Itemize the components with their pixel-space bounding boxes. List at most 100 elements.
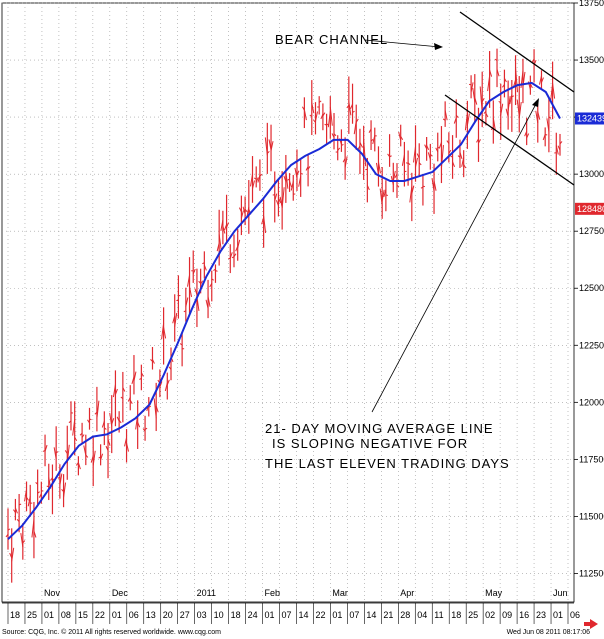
price-bar-open-tick [275,200,279,206]
price-bar-open-tick [16,519,20,523]
price-bar-open-tick [268,139,272,151]
price-bar-open-tick [502,84,505,88]
price-bar-close-tick [152,359,155,364]
price-bar-close-tick [100,453,104,460]
price-bar-open-tick [487,75,491,92]
y-tick-label: 122500 [579,340,604,350]
price-bar-open-tick [279,196,283,208]
price-bar-close-tick [44,444,48,452]
price-bar-open-tick [535,110,539,123]
price-bar-close-tick [303,109,307,121]
price-bar-open-tick [261,217,265,225]
x-tick-label: 06 [570,610,580,620]
price-bar-open-tick [161,323,165,340]
price-bar-close-tick [11,547,15,562]
price-bar-open-tick [505,108,509,118]
price-bar-close-tick [359,142,363,147]
price-bar-close-tick [444,110,448,121]
x-tick-label: 22 [95,610,105,620]
price-bar-open-tick [150,358,153,362]
price-bar-open-tick [94,411,98,415]
x-tick-label: 23 [536,610,546,620]
price-bar-close-tick [515,67,519,93]
price-bar-open-tick [401,154,405,166]
price-bar-close-tick [159,381,163,388]
price-bar-close-tick [548,116,552,119]
moving-average-arrow [371,101,538,413]
price-bar-open-tick [153,398,157,419]
price-bar-close-tick [381,189,385,201]
price-bar-open-tick [127,397,131,402]
price-bar-open-tick [383,189,387,197]
month-label: May [485,588,503,598]
bear-channel-arrow [364,39,441,48]
footer-source: Source: CQG, Inc. © 2011 All rights rese… [2,629,222,636]
price-bar-open-tick [461,157,465,167]
price-bar-close-tick [7,528,11,531]
bear-channel-lower-line [444,94,575,186]
price-bar-open-tick [524,131,528,137]
price-bar-open-tick [509,94,513,105]
price-bar-open-tick [431,178,435,192]
price-bar-open-tick [346,104,350,109]
price-bar-open-tick [68,420,72,424]
month-label: Nov [44,588,61,598]
price-bar-close-tick [215,270,218,272]
x-tick-label: 07 [282,610,292,620]
annotation-moving-average-line-3: THE LAST ELEVEN TRADING DAYS [265,456,510,471]
price-bar-open-tick [446,140,450,144]
price-bar-close-tick [63,482,67,498]
price-bar-open-tick [172,315,176,324]
price-bar-open-tick [398,131,402,141]
price-bar-close-tick [341,144,344,146]
price-bar-close-tick [481,97,485,102]
x-tick-label: 13 [146,610,156,620]
price-bar-close-tick [270,141,274,151]
price-bar-open-tick [238,207,242,213]
x-tick-label: 03 [197,610,207,620]
price-bar-close-tick [155,405,159,413]
price-bar-open-tick [87,419,90,424]
bear-channel-upper-line [459,11,575,93]
price-bar-close-tick [59,473,63,486]
price-bar-close-tick [389,155,392,158]
price-bar-open-tick [13,509,16,513]
price-bar-open-tick [213,268,216,271]
y-tick-label: 125000 [579,283,604,293]
price-bar-open-tick [220,219,224,231]
price-bar-open-tick [142,428,146,432]
price-bar-open-tick [57,476,61,479]
price-bar-close-tick [55,451,59,453]
month-label: Apr [400,588,414,598]
price-bar-close-tick [163,327,167,339]
x-axis: 18 25 01 08 15 22 01 06 13 20 27 03 10 18 24 01 07 14 22 01… [2,588,580,624]
price-bar-close-tick [415,157,419,168]
price-bar-close-tick [140,372,144,377]
price-bar-open-tick [313,119,316,123]
scroll-right-arrow[interactable] [584,619,598,629]
price-bar-open-tick [61,488,64,492]
price-bar-close-tick [470,82,474,92]
price-bar-close-tick [314,111,318,122]
price-bar-close-tick [366,185,370,191]
price-bar-close-tick [89,418,92,421]
price-bar-open-tick [139,378,142,380]
price-bar-open-tick [64,450,68,454]
x-tick-label: 27 [180,610,190,620]
price-labels: 132439 128480 [575,112,604,215]
price-bar-close-tick [85,454,89,458]
price-bar-open-tick [472,87,476,102]
price-bar-close-tick [311,102,315,114]
price-bar-open-tick [187,274,191,287]
price-bar-close-tick [111,418,115,425]
price-bar-close-tick [552,83,556,99]
price-bar-open-tick [283,175,287,182]
price-bar-close-tick [377,161,381,174]
price-bar-close-tick [429,153,433,157]
price-bar-close-tick [200,280,204,285]
x-tick-label: 18 [10,610,20,620]
price-bar-close-tick [244,208,248,213]
price-bar-close-tick [77,462,81,470]
price-bar-open-tick [409,186,413,203]
price-bar-close-tick [485,112,489,118]
